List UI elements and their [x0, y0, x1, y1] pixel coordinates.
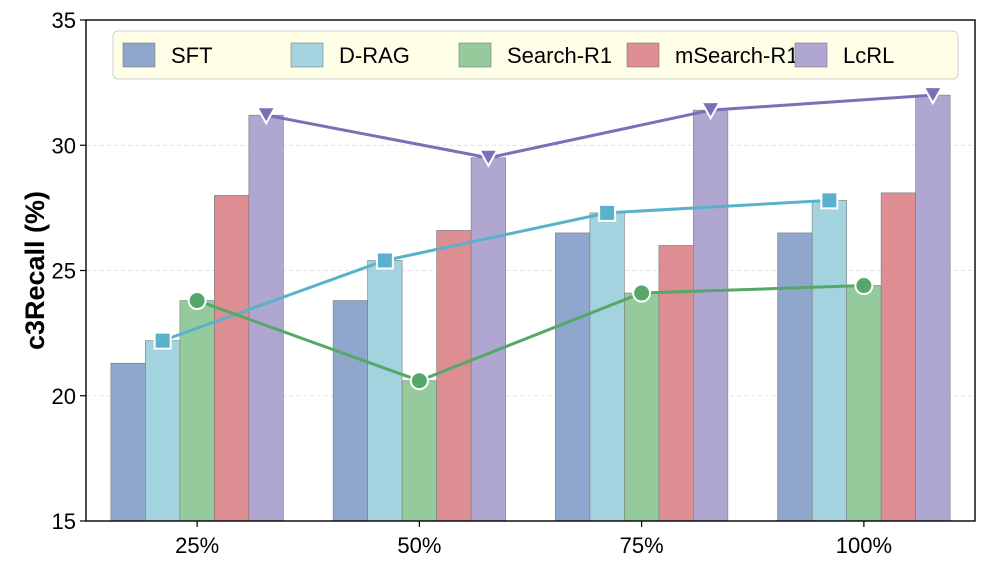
y-tick-label: 35: [52, 8, 76, 33]
axes: 15 20 25 30 35 25% 50% 75% 100%: [52, 8, 976, 558]
bar-lcrl-100pct: [915, 94, 951, 522]
legend-label-msearch-r1: mSearch-R1: [675, 43, 798, 68]
bar-msearch-r1-25pct: [214, 195, 250, 522]
marker-search-r1-25pct: [187, 291, 207, 311]
marker-lcrl-25pct: [255, 106, 277, 126]
y-tick-label: 15: [52, 509, 76, 534]
legend-label-sft: SFT: [171, 43, 213, 68]
marker-lcrl-50pct: [477, 148, 500, 168]
bar-d-rag-100pct: [811, 200, 847, 522]
marker-search-r1-100pct: [854, 276, 874, 296]
y-tick-label: 25: [52, 259, 76, 284]
marker-d-rag-75pct: [598, 203, 617, 222]
bar-d-rag-25pct: [145, 340, 181, 522]
bar-lcrl-75pct: [693, 109, 729, 522]
bar-msearch-r1-50pct: [436, 230, 472, 522]
legend-swatch-msearch-r1: [626, 42, 660, 68]
legend-box: [112, 30, 959, 80]
bar-sft-100pct: [777, 232, 813, 522]
y-tick-label: 30: [52, 133, 76, 158]
bar-search-r1-100pct: [846, 285, 882, 522]
bar-search-r1-50pct: [401, 380, 437, 522]
bar-sft-50pct: [332, 300, 368, 522]
bar-search-r1-25pct: [179, 300, 215, 522]
bar-lcrl-25pct: [248, 114, 284, 522]
marker-d-rag-100pct: [820, 191, 839, 210]
legend: SFT D-RAG Search-R1 mSearch-R1 LcRL: [112, 30, 959, 80]
bar-d-rag-75pct: [589, 212, 625, 522]
bar-lcrl-50pct: [470, 157, 506, 522]
y-axis-label: c3Recall (%): [20, 191, 50, 350]
x-tick-label: 100%: [836, 533, 892, 558]
bar-msearch-r1-75pct: [658, 245, 694, 522]
legend-swatch-lcrl: [794, 42, 828, 68]
legend-swatch-search-r1: [458, 42, 492, 68]
bar-search-r1-75pct: [624, 292, 660, 522]
legend-label-d-rag: D-RAG: [339, 43, 410, 68]
legend-swatch-sft: [122, 42, 156, 68]
trend-lines: [153, 86, 944, 391]
legend-label-lcrl: LcRL: [843, 43, 894, 68]
trend-line-search-r1: [196, 284, 864, 383]
x-tick-label: 75%: [620, 533, 664, 558]
legend-label-search-r1: Search-R1: [507, 43, 612, 68]
y-tick-label: 20: [52, 384, 76, 409]
x-tick-label: 25%: [175, 533, 219, 558]
marker-lcrl-100pct: [922, 86, 944, 106]
legend-swatch-d-rag: [290, 42, 324, 68]
trend-line-d-rag: [162, 198, 830, 343]
trend-line-lcrl: [265, 93, 933, 160]
bar-sft-75pct: [555, 232, 591, 522]
marker-d-rag-25pct: [153, 331, 172, 350]
x-tick-label: 50%: [397, 533, 441, 558]
marker-lcrl-75pct: [699, 101, 722, 121]
bar-sft-25pct: [110, 362, 146, 522]
bars: [110, 94, 951, 522]
marker-search-r1-50pct: [409, 371, 429, 391]
bar-d-rag-50pct: [367, 260, 403, 522]
marker-d-rag-50pct: [375, 251, 394, 270]
bar-msearch-r1-100pct: [880, 192, 916, 522]
marker-search-r1-75pct: [632, 283, 652, 303]
